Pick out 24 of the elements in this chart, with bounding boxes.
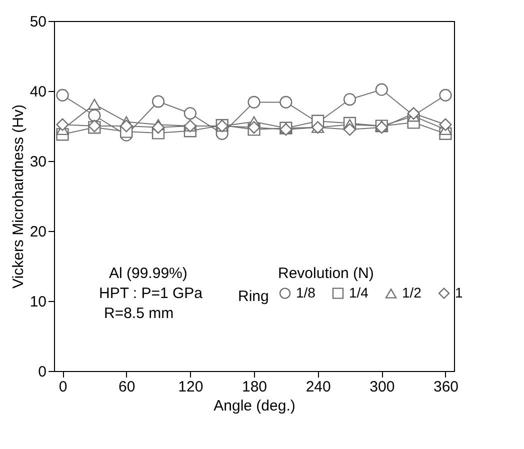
y-tick-label: 40 xyxy=(30,84,46,100)
y-tick-label: 20 xyxy=(30,224,46,240)
legend-label: 1 xyxy=(455,284,463,300)
x-tick-label: 240 xyxy=(306,378,331,396)
legend-label: 1/2 xyxy=(402,284,422,300)
y-axis-title: Vickers Microhardness (Hv) xyxy=(10,104,27,288)
x-tick-label: 300 xyxy=(370,378,395,396)
legend-label: 1/8 xyxy=(296,284,316,300)
annotation: HPT : P=1 GPa xyxy=(99,285,204,302)
legend-title: Revolution (N) xyxy=(278,265,374,282)
x-axis-title: Angle (deg.) xyxy=(214,398,296,414)
legend-label: 1/4 xyxy=(349,284,369,300)
annotation: Al (99.99%) xyxy=(109,265,188,282)
x-tick-label: 60 xyxy=(118,378,136,396)
y-tick-label: 30 xyxy=(30,154,46,170)
annotation: Ring xyxy=(238,288,269,305)
y-tick-label: 50 xyxy=(30,14,46,30)
x-tick-label: 180 xyxy=(242,378,268,396)
y-tick-label: 0 xyxy=(38,364,46,380)
x-tick-label: 360 xyxy=(433,378,459,396)
y-tick-label: 10 xyxy=(30,294,46,310)
annotation: R=8.5 mm xyxy=(104,305,174,322)
x-tick-label: 120 xyxy=(178,378,204,396)
x-tick-label: 0 xyxy=(58,378,68,396)
